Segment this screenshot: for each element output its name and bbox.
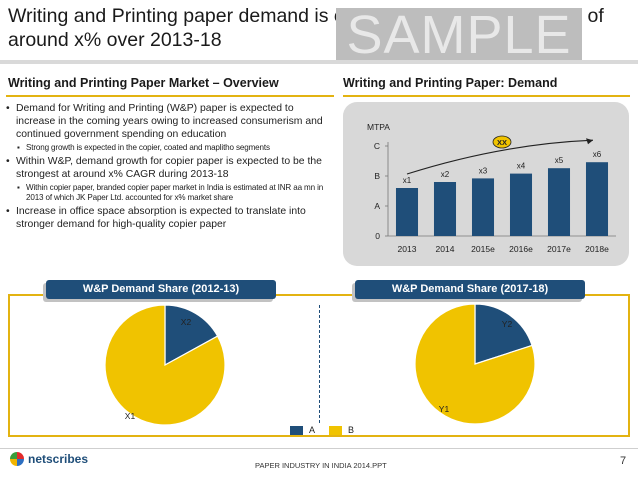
bar-data-label: x1 [403,176,412,185]
bar-2013 [395,188,419,236]
netscribes-logo: netscribes [10,452,88,466]
overview-bullet-list: Demand for Writing and Printing (W&P) pa… [6,101,334,231]
x-tick-label: 2017e [547,244,571,254]
growth-arrowhead [586,138,593,145]
demand-bar-chart: MTPA 0 A B Cx1 2013 x2 2014 x3 2015e x4 2016e x5 2017… [367,122,616,254]
pie-slice-label: X1 [125,411,136,421]
bullet-item: Within W&P, demand growth for copier pap… [6,155,334,181]
footer-filename: PAPER INDUSTRY IN INDIA 2014.PPT [255,461,387,470]
legend-swatch-a [290,425,303,435]
pie-slice-label: Y2 [502,319,513,329]
bar-data-label: x5 [555,156,564,165]
pie-slice-a [474,303,533,365]
share-tab-2017-18: W&P Demand Share (2017-18) [355,280,585,299]
x-tick-label: 2015e [471,244,495,254]
demand-heading: Writing and Printing Paper: Demand [343,76,558,90]
legend-swatch-b [329,425,343,435]
pie-slice-b [104,304,226,426]
pie-slice-a [164,304,219,367]
bar-data-label: x4 [517,162,526,171]
bar-2017e [547,168,571,236]
pie-slice-label: X2 [181,317,192,327]
legend-label-a: A [309,425,316,435]
bar-2014 [433,182,457,236]
growth-arrow [406,139,594,175]
overview-heading: Writing and Printing Paper Market – Over… [8,76,279,90]
bullet-item: Demand for Writing and Printing (W&P) pa… [6,102,334,141]
demand-heading-rule [343,95,630,97]
logo-text: netscribes [28,452,89,466]
sub-bullet-item: Within copier paper, branded copier pape… [6,183,334,204]
title-underline [0,60,638,64]
x-tick-label: 2018e [585,244,609,254]
page-number: 7 [620,455,627,467]
cagr-badge [492,135,512,149]
cagr-badge-label: XX [497,138,507,147]
bar-2016e [509,173,533,236]
bullet-item: Increase in office space absorption is e… [6,205,334,231]
y-tick-label: A [374,201,380,211]
sub-bullet-item: Strong growth is expected in the copier,… [6,143,334,154]
overview-heading-rule [6,95,334,97]
y-tick-label: C [374,141,380,151]
bar-data-label: x3 [479,166,488,175]
footer-rule [0,448,638,449]
pie-legend: A B [290,425,354,435]
logo-icon [10,452,24,466]
panel-divider [319,305,320,423]
legend-label-b: B [348,425,355,435]
y-tick-label: 0 [375,231,380,241]
y-tick-label: B [374,171,380,181]
y-axis-label: MTPA [367,122,390,132]
x-tick-label: 2016e [509,244,533,254]
x-tick-label: 2014 [436,244,455,254]
bar-data-label: x6 [593,150,602,159]
bar-2015e [471,178,495,236]
share-tab-2012-13: W&P Demand Share (2012-13) [46,280,276,299]
bar-2018e [585,162,609,236]
pie-chart-2017-18: Y2 Y1 [414,303,536,425]
sample-watermark: SAMPLE [336,8,582,63]
pie-slice-label: Y1 [439,404,450,414]
x-tick-label: 2013 [398,244,417,254]
pie-chart-2012-13: X2 X1 [104,304,226,426]
pie-slice-b [414,303,536,425]
bar-data-label: x2 [441,170,450,179]
